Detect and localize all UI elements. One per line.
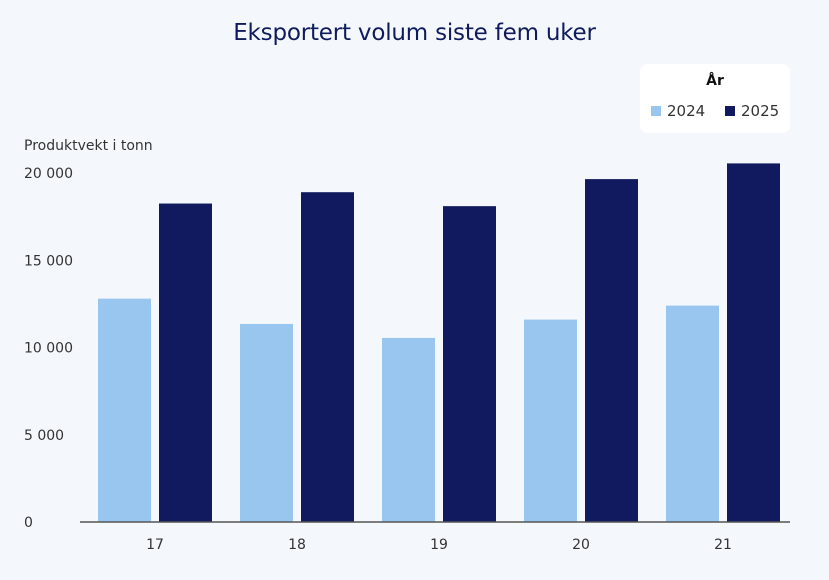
x-tick-label: 19 xyxy=(430,537,448,553)
bar-2025-week-20[interactable] xyxy=(585,179,638,523)
y-tick-label: 0 xyxy=(24,515,33,531)
chart-title: Eksportert volum siste fem uker xyxy=(233,20,596,46)
x-tick-label: 18 xyxy=(288,537,306,553)
bar-2025-week-19[interactable] xyxy=(443,206,496,522)
y-axis-label: Produktvekt i tonn xyxy=(24,138,153,154)
y-tick-label: 10 000 xyxy=(24,341,73,357)
bar-2024-week-21[interactable] xyxy=(666,305,719,522)
bar-2025-week-21[interactable] xyxy=(727,163,780,522)
bar-2024-week-17[interactable] xyxy=(98,298,151,522)
y-tick-label: 20 000 xyxy=(24,166,73,182)
legend-label-2024: 2024 xyxy=(667,102,706,120)
legend-label-2025: 2025 xyxy=(741,102,780,120)
x-tick-label: 20 xyxy=(572,537,590,553)
y-tick-label: 15 000 xyxy=(24,253,73,269)
bar-2025-week-17[interactable] xyxy=(159,203,212,522)
bar-2024-week-19[interactable] xyxy=(382,337,435,522)
legend: År 2024 2025 xyxy=(640,64,790,133)
legend-title: År xyxy=(706,73,724,89)
legend-item-2024[interactable]: 2024 xyxy=(651,102,705,120)
bar-2024-week-18[interactable] xyxy=(240,323,293,522)
legend-swatch-2025 xyxy=(725,106,735,116)
legend-swatch-2024 xyxy=(651,106,661,116)
x-tick-label: 17 xyxy=(146,537,164,553)
legend-item-2025[interactable]: 2025 xyxy=(725,102,779,120)
x-tick-label: 21 xyxy=(714,537,732,553)
y-tick-label: 5 000 xyxy=(24,428,64,444)
bar-2025-week-18[interactable] xyxy=(301,192,354,522)
bar-2024-week-20[interactable] xyxy=(524,319,577,522)
